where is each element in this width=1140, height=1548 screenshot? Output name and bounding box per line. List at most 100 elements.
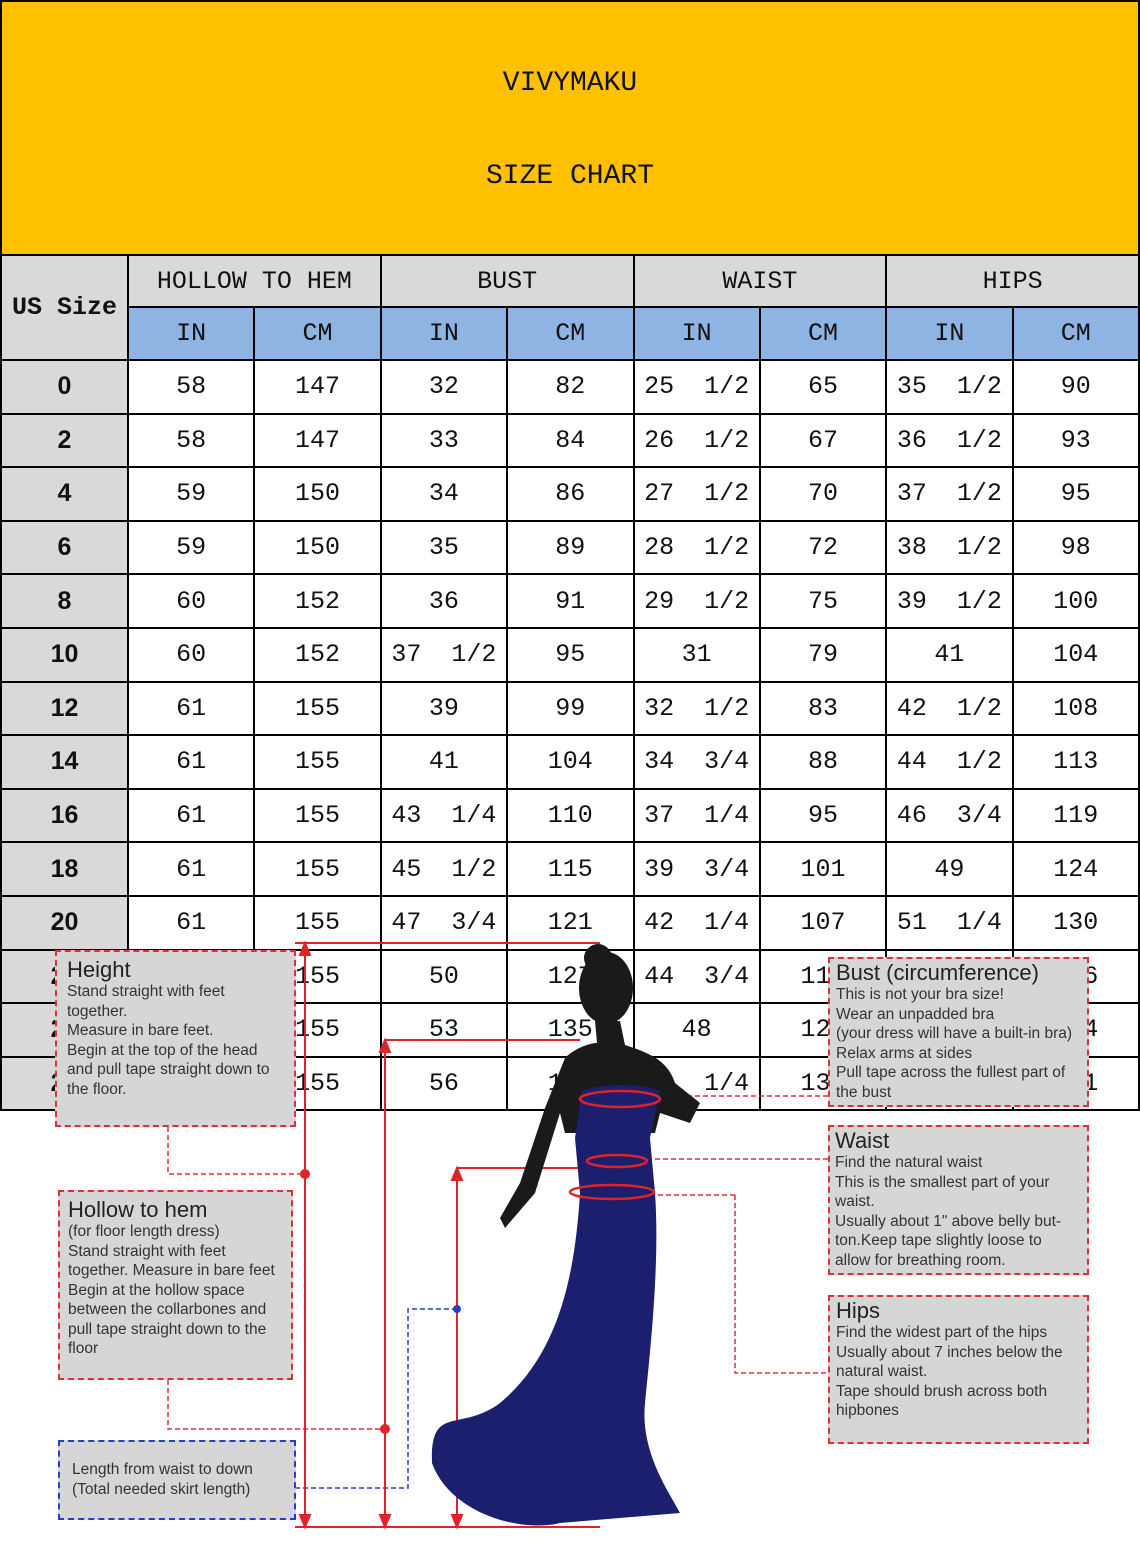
hips-in-cell: 46 3/4 <box>885 787 1014 844</box>
hollow-in-cell: 59 <box>126 466 256 522</box>
waist-in-cell: 25 1/2 <box>632 359 761 415</box>
bust-cm-cell: 121 <box>506 894 635 951</box>
waist-guide-title: Waist <box>835 1128 890 1153</box>
waist-in-cell: 42 1/4 <box>632 894 761 951</box>
waist-guide-box: Waist Find the natural waist This is the… <box>828 1125 1089 1275</box>
hollow-cm-cell: 147 <box>253 412 382 469</box>
hollow-in-cell: 61 <box>126 734 256 790</box>
hips-in-cell: 44 1/2 <box>885 734 1014 790</box>
bust-in-cell: 47 3/4 <box>379 894 509 951</box>
dress-figure <box>431 944 700 1526</box>
bust-in-cell: 33 <box>379 412 509 469</box>
waist-in-cell: 31 <box>632 626 761 683</box>
hips-guide-text: Find the widest part of the hips Usually… <box>836 1324 1063 1419</box>
us-size-cell: 4 <box>0 466 129 522</box>
hollow-guide-box: Hollow to hem (for floor length dress) S… <box>58 1190 293 1380</box>
hollow-in-cell: 61 <box>126 680 256 737</box>
hollow-cm-cell: 155 <box>253 734 382 790</box>
hips-in-cell: 42 1/2 <box>885 680 1014 737</box>
hips-in-cell: 35 1/2 <box>885 359 1014 415</box>
brand-name: VIVYMAKU <box>502 68 638 99</box>
measure-arrows <box>295 940 600 1530</box>
hips-in-cell: 38 1/2 <box>885 519 1014 576</box>
measurement-diagram <box>167 940 828 1530</box>
skirt-connector <box>295 1308 457 1489</box>
us-size-cell: 20 <box>0 894 129 951</box>
hips-cm-cell: 93 <box>1011 412 1140 469</box>
hollow-guide-title: Hollow to hem <box>68 1197 208 1222</box>
hips-cm-cell: 130 <box>1011 894 1140 951</box>
unit-header: CM <box>253 306 382 361</box>
waist-guide-text: Find the natural waist This is the small… <box>835 1154 1062 1269</box>
table-row: 18 61 155 45 1/2 115 39 3/4 101 49 124 <box>0 841 1140 897</box>
us-size-cell: 14 <box>0 734 129 790</box>
table-row: 14 61 155 41 104 34 3/4 88 44 1/2 113 <box>0 734 1140 790</box>
hips-in-cell: 41 <box>885 626 1014 683</box>
skirt-point <box>453 1305 461 1313</box>
hips-cm-cell: 98 <box>1011 519 1140 576</box>
hollow-in-cell: 58 <box>126 359 256 415</box>
bust-cm-cell: 86 <box>506 466 635 522</box>
unit-header: IN <box>885 306 1014 361</box>
unit-header: IN <box>126 306 256 361</box>
us-size-cell: 2 <box>0 412 129 469</box>
waist-cm-cell: 67 <box>758 412 888 469</box>
table-row: 2 58 147 33 84 26 1/2 67 36 1/2 93 <box>0 412 1140 469</box>
hips-cm-cell: 119 <box>1011 787 1140 844</box>
waist-in-cell: 34 3/4 <box>632 734 761 790</box>
bust-in-cell: 50 <box>379 948 509 1005</box>
us-size-cell: 18 <box>0 841 129 897</box>
hips-cm-cell: 124 <box>1011 841 1140 897</box>
waist-in-cell: 32 1/2 <box>632 680 761 737</box>
waist-cm-cell: 101 <box>758 841 888 897</box>
bust-in-cell: 43 1/4 <box>379 787 509 844</box>
us-size-cell: 6 <box>0 519 129 576</box>
waist-cm-cell: 79 <box>758 626 888 683</box>
bust-guide-text: This is not your bra size! Wear an unpad… <box>836 986 1073 1101</box>
table-row: 0 58 147 32 82 25 1/2 65 35 1/2 90 <box>0 359 1140 415</box>
us-size-cell: 12 <box>0 680 129 737</box>
bust-cm-cell: 84 <box>506 412 635 469</box>
us-size-cell: 8 <box>0 573 129 629</box>
bust-in-cell: 56 <box>379 1055 509 1112</box>
size-chart-table: VIVYMAKU SIZE CHART US Size HOLLOW TO HE… <box>0 0 1140 1112</box>
waist-in-cell: 48 <box>632 1002 761 1058</box>
table-row: 16 61 155 43 1/4 110 37 1/4 95 46 3/4 119 <box>0 787 1140 844</box>
hips-header: HIPS <box>885 254 1140 308</box>
us-size-cell: 10 <box>0 626 129 683</box>
hips-cm-cell: 108 <box>1011 680 1140 737</box>
bust-cm-cell: 99 <box>506 680 635 737</box>
unit-header: IN <box>632 306 761 361</box>
us-size-header: US Size <box>0 254 129 361</box>
bust-guide-box: Bust (circumference) This is not your br… <box>828 957 1089 1107</box>
unit-header: CM <box>1011 306 1140 361</box>
table-row: 4 59 150 34 86 27 1/2 70 37 1/2 95 <box>0 466 1140 522</box>
hollow-cm-cell: 150 <box>253 466 382 522</box>
hollow-in-cell: 61 <box>126 894 256 951</box>
bust-cm-cell: 110 <box>506 787 635 844</box>
waist-cm-cell: 95 <box>758 787 888 844</box>
hollow-cm-cell: 152 <box>253 573 382 629</box>
waist-in-cell: 39 3/4 <box>632 841 761 897</box>
bust-in-cell: 35 <box>379 519 509 576</box>
hips-guide-box: Hips Find the widest part of the hips Us… <box>828 1295 1089 1444</box>
hollow-cm-cell: 155 <box>253 680 382 737</box>
bust-in-cell: 32 <box>379 359 509 415</box>
height-guide-title: Height <box>67 957 131 982</box>
bust-in-cell: 34 <box>379 466 509 522</box>
bust-cm-cell: 115 <box>506 841 635 897</box>
waist-cm-cell: 107 <box>758 894 888 951</box>
hips-cm-cell: 113 <box>1011 734 1140 790</box>
hollow-cm-cell: 155 <box>253 841 382 897</box>
hips-in-cell: 37 1/2 <box>885 466 1014 522</box>
waist-cm-cell: 88 <box>758 734 888 790</box>
skirt-guide-box: Length from waist to down (Total needed … <box>58 1440 296 1520</box>
waist-in-cell: 27 1/2 <box>632 466 761 522</box>
hips-in-cell: 39 1/2 <box>885 573 1014 629</box>
hips-cm-cell: 100 <box>1011 573 1140 629</box>
bust-in-cell: 37 1/2 <box>379 626 509 683</box>
waist-in-cell: 44 3/4 <box>632 948 761 1005</box>
hips-in-cell: 51 1/4 <box>885 894 1014 951</box>
hips-in-cell: 49 <box>885 841 1014 897</box>
hips-cm-cell: 95 <box>1011 466 1140 522</box>
